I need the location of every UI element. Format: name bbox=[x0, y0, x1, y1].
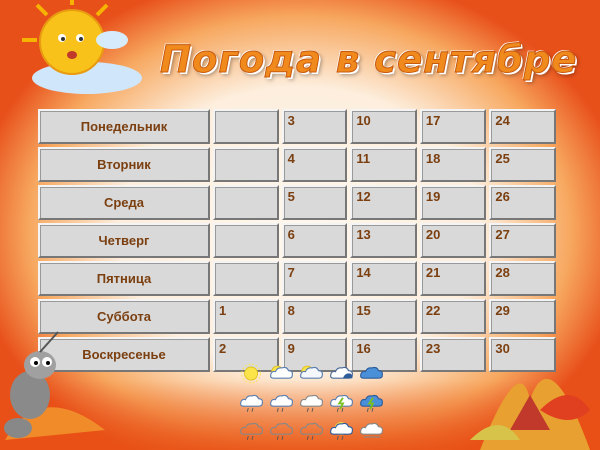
date-cell[interactable]: 30 bbox=[489, 337, 556, 372]
date-cell[interactable] bbox=[212, 185, 279, 220]
day-name: Суббота bbox=[38, 299, 210, 334]
day-name: Вторник bbox=[38, 147, 210, 182]
drizzle-3-icon bbox=[300, 422, 323, 440]
autumn-leaves-illustration bbox=[470, 378, 590, 450]
date-cell[interactable]: 27 bbox=[489, 223, 556, 258]
calendar-row: Понедельник 3 10 17 24 bbox=[38, 109, 556, 144]
calendar-row: Суббота 1 8 15 22 29 bbox=[38, 299, 556, 334]
date-cell[interactable]: 14 bbox=[350, 261, 417, 296]
date-cell[interactable]: 7 bbox=[281, 261, 348, 296]
date-cell[interactable]: 9 bbox=[281, 337, 348, 372]
day-name: Пятница bbox=[38, 261, 210, 296]
date-cell[interactable]: 26 bbox=[489, 185, 556, 220]
date-cell[interactable]: 13 bbox=[350, 223, 417, 258]
date-cell[interactable]: 10 bbox=[350, 109, 417, 144]
calendar-table: Понедельник 3 10 17 24 Вторник 4 11 18 25 Среда 5 12… bbox=[35, 106, 559, 375]
date-cell[interactable]: 22 bbox=[419, 299, 487, 334]
night-rain-icon bbox=[330, 422, 353, 440]
sun-cloud-icon bbox=[270, 365, 293, 379]
date-cell[interactable]: 24 bbox=[489, 109, 556, 144]
calendar-row: Воскресенье 2 9 16 23 30 bbox=[38, 337, 556, 372]
date-cell[interactable]: 15 bbox=[350, 299, 417, 334]
date-cell[interactable]: 20 bbox=[419, 223, 487, 258]
date-cell[interactable]: 8 bbox=[281, 299, 348, 334]
date-cell[interactable]: 18 bbox=[419, 147, 487, 182]
date-cell[interactable]: 6 bbox=[281, 223, 348, 258]
date-cell[interactable]: 12 bbox=[350, 185, 417, 220]
calendar-row: Вторник 4 11 18 25 bbox=[38, 147, 556, 182]
date-cell[interactable]: 4 bbox=[281, 147, 348, 182]
date-cell[interactable]: 5 bbox=[281, 185, 348, 220]
date-cell[interactable]: 21 bbox=[419, 261, 487, 296]
date-cell[interactable] bbox=[212, 147, 279, 182]
date-cell[interactable] bbox=[212, 223, 279, 258]
date-cell[interactable] bbox=[212, 109, 279, 144]
day-name: Четверг bbox=[38, 223, 210, 258]
rain-icon bbox=[270, 394, 293, 412]
calendar-row: Четверг 6 13 20 27 bbox=[38, 223, 556, 258]
ant-character-illustration bbox=[4, 331, 105, 440]
day-name: Среда bbox=[38, 185, 210, 220]
page-title: Погода в сентябре bbox=[159, 38, 578, 82]
date-cell[interactable]: 1 bbox=[212, 299, 279, 334]
weather-icons-legend bbox=[238, 362, 388, 442]
date-cell[interactable]: 19 bbox=[419, 185, 487, 220]
day-name: Воскресенье bbox=[38, 337, 210, 372]
drizzle-2-icon bbox=[270, 422, 293, 440]
date-cell[interactable] bbox=[212, 261, 279, 296]
thunderstorm-icon bbox=[330, 394, 353, 412]
date-cell[interactable]: 29 bbox=[489, 299, 556, 334]
light-rain-icon bbox=[240, 394, 263, 412]
cloudy-dark-icon bbox=[330, 366, 353, 379]
drizzle-icon bbox=[240, 422, 263, 440]
calendar-row: Среда 5 12 19 26 bbox=[38, 185, 556, 220]
rain-outline-icon bbox=[300, 394, 323, 412]
sun-icon bbox=[241, 363, 261, 384]
cloud-fog-icon bbox=[360, 422, 383, 438]
sun-character-illustration bbox=[22, 0, 142, 94]
calendar-row: Пятница 7 14 21 28 bbox=[38, 261, 556, 296]
overcast-icon bbox=[360, 366, 383, 379]
partly-cloudy-icon bbox=[300, 365, 323, 379]
date-cell[interactable]: 3 bbox=[281, 109, 348, 144]
date-cell[interactable]: 28 bbox=[489, 261, 556, 296]
thunderstorm-dark-icon bbox=[360, 394, 383, 412]
date-cell[interactable]: 23 bbox=[419, 337, 487, 372]
date-cell[interactable]: 16 bbox=[350, 337, 417, 372]
date-cell[interactable]: 11 bbox=[350, 147, 417, 182]
date-cell[interactable]: 25 bbox=[489, 147, 556, 182]
date-cell[interactable]: 17 bbox=[419, 109, 487, 144]
day-name: Понедельник bbox=[38, 109, 210, 144]
